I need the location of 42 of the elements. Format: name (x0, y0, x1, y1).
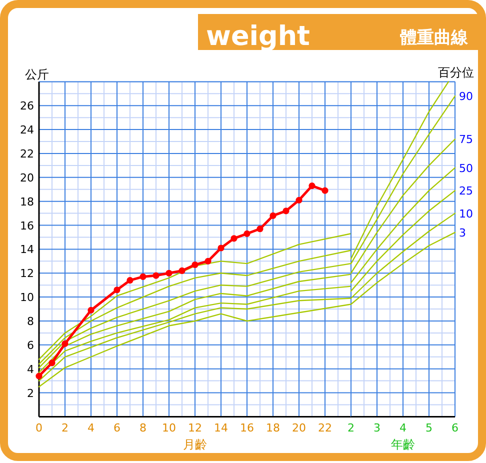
x-tick-label: 18 (266, 422, 280, 435)
x-tick-label: 4 (400, 422, 406, 435)
x-axis-title: 年齡 (391, 438, 415, 452)
y-tick-label: 8 (27, 314, 34, 328)
x-tick-label: 14 (214, 422, 228, 435)
series-label: 3 (459, 226, 466, 240)
y-tick-label: 18 (20, 195, 34, 208)
x-tick-label: 6 (452, 422, 458, 435)
series-label: 10 (459, 207, 473, 220)
y-tick-label: 16 (20, 219, 34, 232)
x-tick-label: 10 (162, 422, 176, 435)
text: 百分位 (438, 66, 474, 80)
x-tick-label: 4 (88, 422, 94, 435)
y-tick-label: 10 (20, 291, 34, 304)
series-label: 50 (459, 162, 473, 175)
x-tick-label: 0 (36, 422, 42, 435)
chart-title: weight (206, 21, 310, 52)
x-tick-label: 22 (318, 422, 332, 435)
y-tick-label: 14 (20, 243, 34, 256)
x-tick-label: 5 (426, 422, 432, 435)
y-tick-label: 20 (20, 171, 34, 184)
x-tick-label: 16 (240, 422, 254, 435)
x-tick-label: 2 (62, 422, 68, 435)
chart-subtitle: 體重曲線 (400, 28, 469, 48)
series-label: 90 (459, 90, 473, 104)
series-label: 25 (459, 184, 473, 198)
y-tick-label: 26 (20, 100, 34, 113)
series-label: 75 (459, 133, 473, 146)
x-tick-label: 3 (374, 422, 380, 435)
x-tick-label: 6 (114, 422, 120, 435)
y-tick-label: 4 (27, 362, 34, 376)
y-tick-label: 2 (27, 386, 34, 400)
y-tick-label: 24 (20, 124, 34, 137)
x-tick-label: 8 (140, 422, 146, 435)
y-tick-label: 22 (20, 147, 34, 160)
x-tick-label: 2 (348, 422, 354, 435)
y-axis-title: 公斤 (25, 68, 49, 82)
x-tick-label: 12 (188, 422, 202, 435)
x-axis-title: 月齡 (183, 438, 207, 452)
y-tick-label: 12 (20, 267, 34, 280)
x-tick-label: 20 (292, 422, 306, 435)
y-tick-label: 6 (27, 338, 34, 352)
